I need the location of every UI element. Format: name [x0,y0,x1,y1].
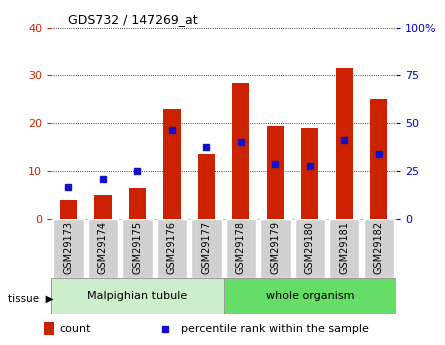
Text: Malpighian tubule: Malpighian tubule [87,291,187,301]
Bar [60,200,77,219]
Text: count: count [60,324,91,334]
Bar [370,99,388,219]
Bar [329,219,360,278]
Bar [295,219,325,278]
Text: percentile rank within the sample: percentile rank within the sample [181,324,369,334]
Text: GSM29173: GSM29173 [64,221,73,274]
Text: GDS732 / 147269_at: GDS732 / 147269_at [69,13,198,27]
Bar [267,126,284,219]
Bar [336,68,353,219]
Text: GSM29175: GSM29175 [133,221,142,274]
Bar [44,322,54,335]
Text: whole organism: whole organism [266,291,354,301]
Bar [122,219,153,278]
Text: GSM29179: GSM29179 [271,221,280,274]
Text: GSM29178: GSM29178 [236,221,246,274]
Bar [163,109,181,219]
Bar [364,219,394,278]
Text: GSM29177: GSM29177 [202,221,211,274]
Bar [51,278,224,314]
Bar [94,195,112,219]
Bar [198,155,215,219]
Bar [53,219,84,278]
Bar [224,278,396,314]
Bar [260,219,291,278]
Bar [88,219,118,278]
Bar [157,219,187,278]
Bar [226,219,256,278]
Bar [129,188,146,219]
Bar [301,128,319,219]
Text: GSM29180: GSM29180 [305,221,315,274]
Text: GSM29174: GSM29174 [98,221,108,274]
Bar [232,83,250,219]
Text: GSM29181: GSM29181 [340,221,349,274]
Text: GSM29176: GSM29176 [167,221,177,274]
Text: tissue  ▶: tissue ▶ [8,294,54,303]
Bar [191,219,222,278]
Text: GSM29182: GSM29182 [374,221,384,274]
